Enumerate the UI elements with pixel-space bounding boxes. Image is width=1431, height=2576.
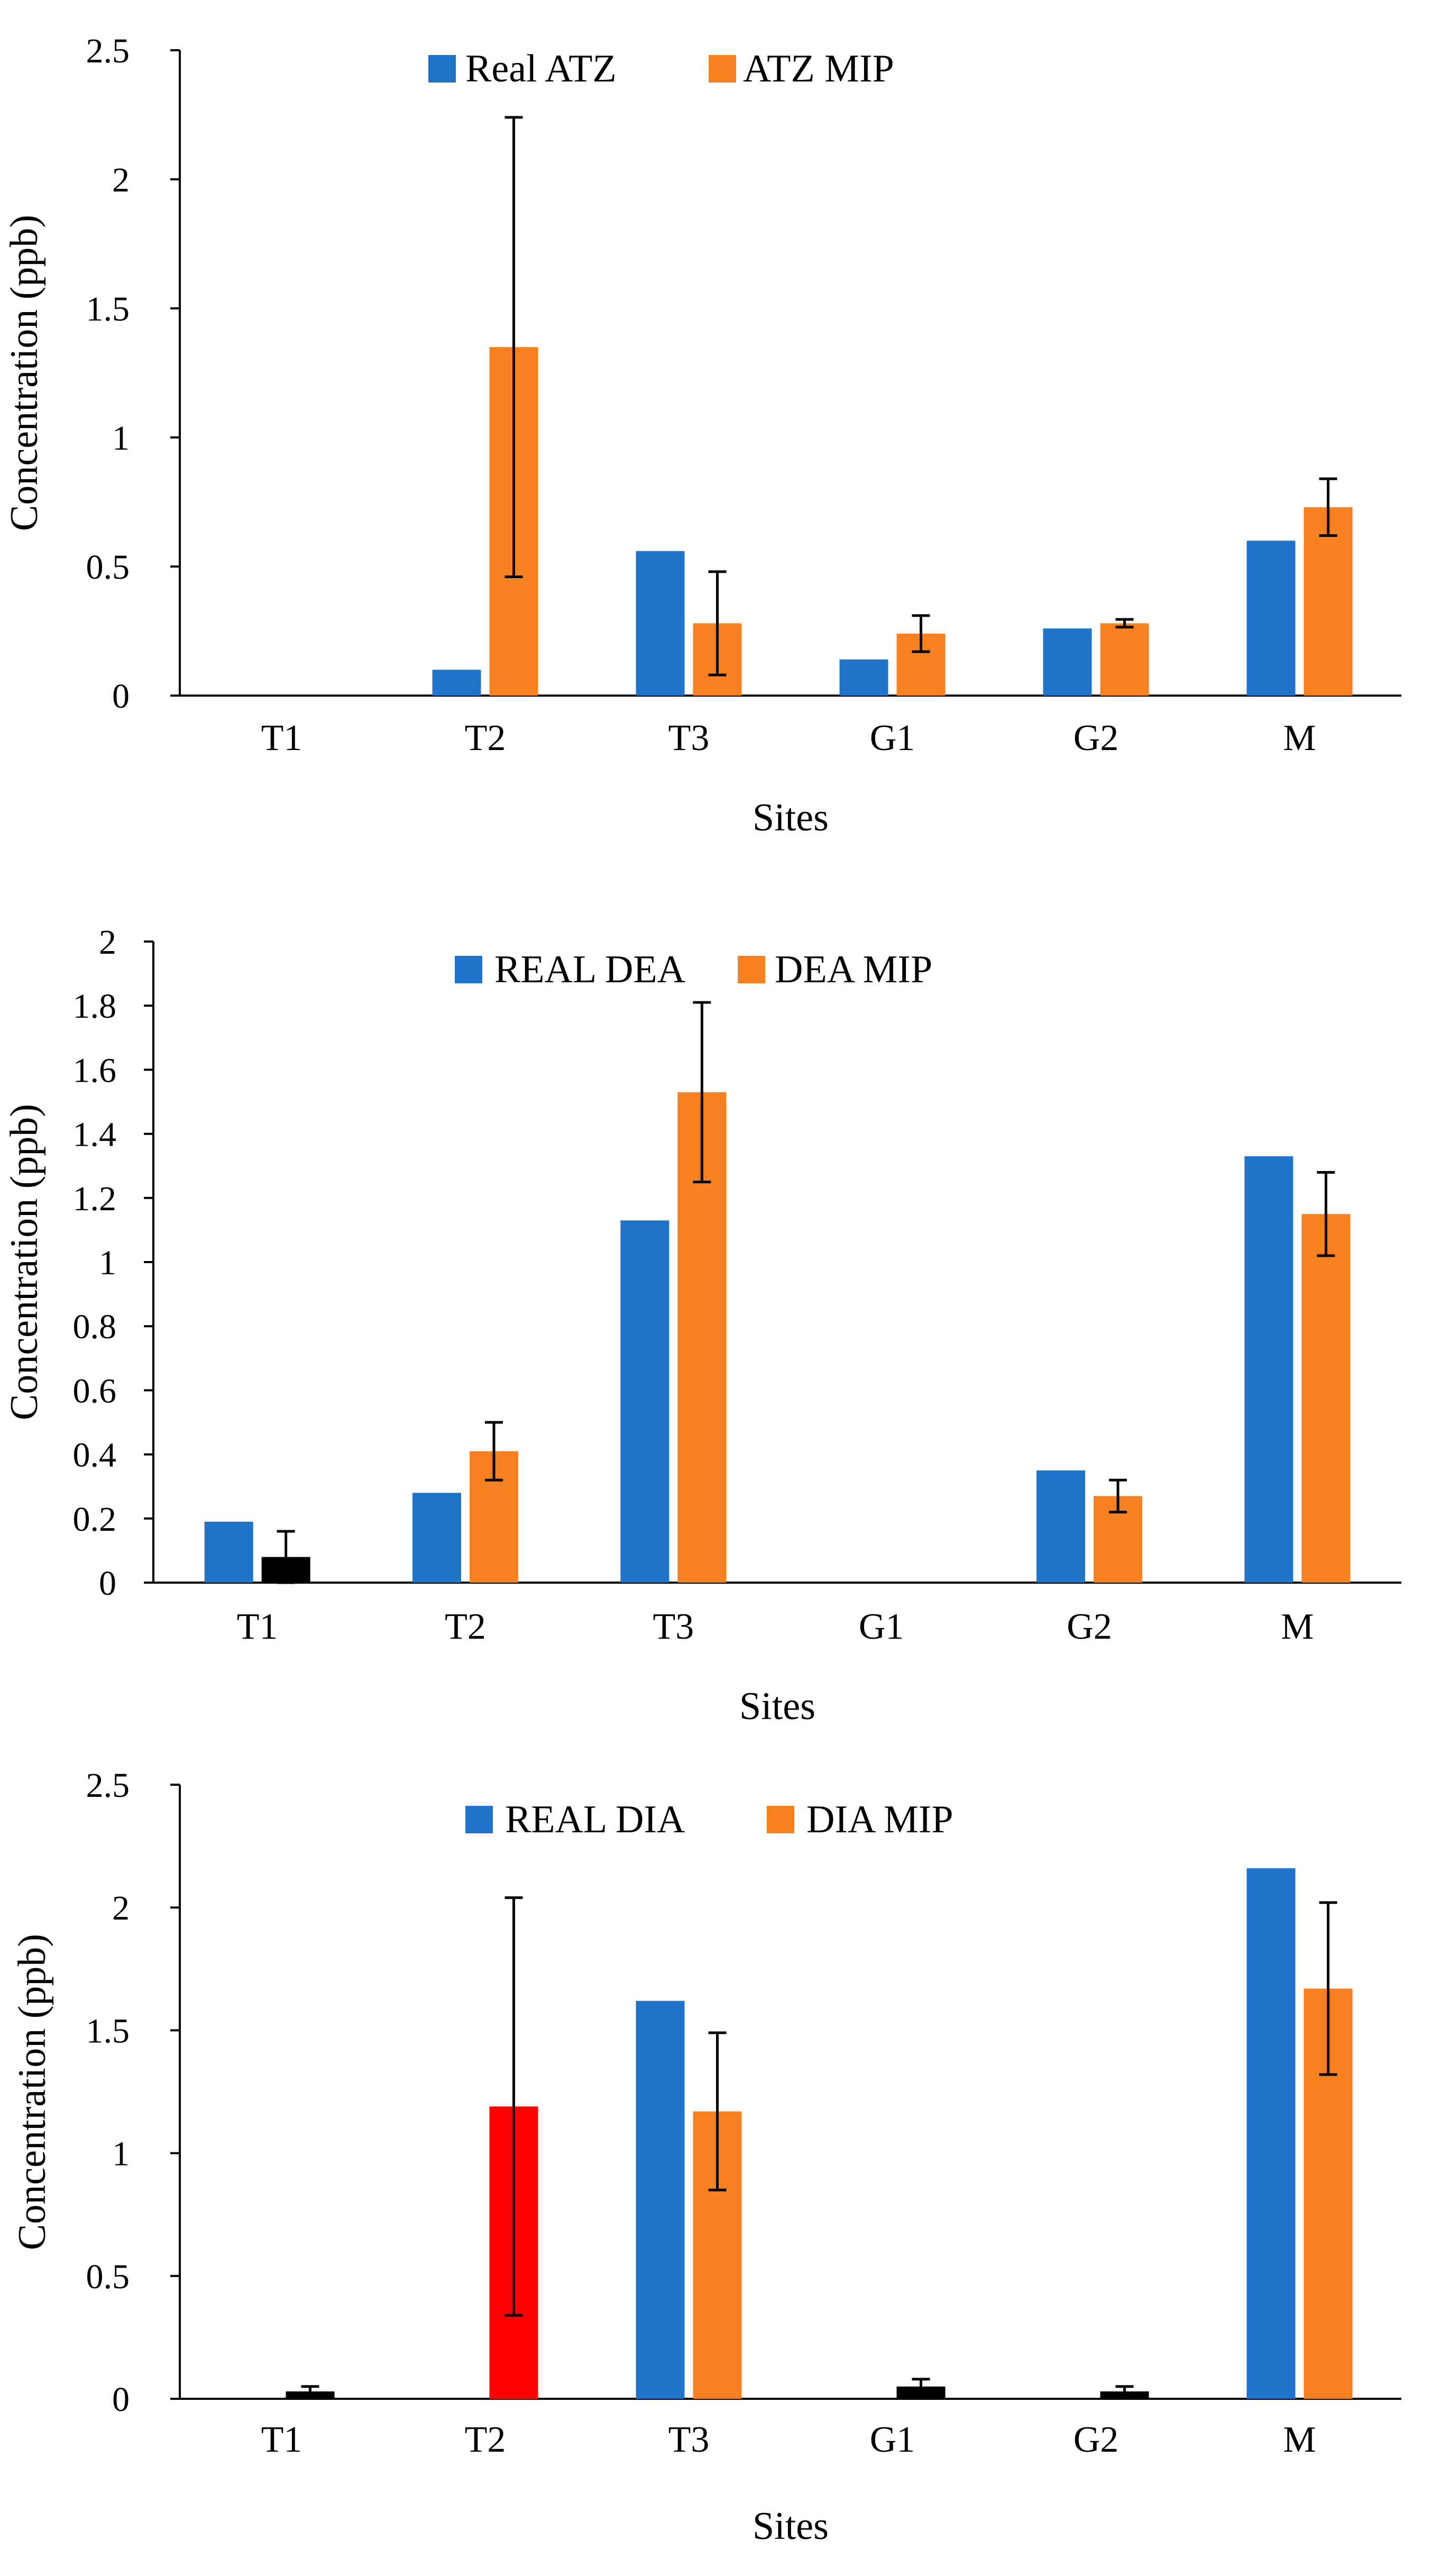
legend-label: Real ATZ [465,47,617,90]
y-tick-label: 0.5 [86,548,130,587]
bar [839,659,888,696]
x-tick-label: T3 [668,2419,710,2460]
y-tick-label: 2.5 [86,1766,130,1805]
y-tick-label: 0.6 [73,1372,117,1410]
y-tick-label: 0.4 [73,1436,117,1475]
bar [1301,1214,1351,1583]
x-axis-title: Sites [753,796,829,839]
x-tick-label: G1 [870,718,915,759]
legend-swatch [709,55,736,83]
x-tick-label: T1 [237,1606,278,1647]
legend-swatch [465,1806,493,1833]
y-tick-label: 0.2 [73,1500,117,1539]
bar [412,1493,461,1583]
x-tick-label: T2 [465,2419,506,2460]
x-tick-label: G2 [1074,718,1119,759]
y-tick-label: 0.5 [86,2258,130,2296]
bar [432,670,481,696]
legend-swatch [428,55,456,83]
y-tick-label: 2.5 [86,32,130,70]
chart-3: 0 0.5 1 1.5 2 2.5 T1 T2 T3 G1 G2 M Sites Concentratio… [11,1766,1401,2548]
x-tick-label: G1 [859,1606,904,1647]
series-1 [636,1868,1296,2399]
legend-label: DEA MIP [775,948,932,991]
legend-swatch [767,1806,794,1833]
bar [636,2000,685,2399]
legend: REAL DIA DIA MIP [465,1798,953,1841]
legend-label: DIA MIP [806,1798,953,1841]
y-tick-label: 1.5 [86,290,130,328]
y-tick-label: 2 [112,1889,130,1928]
series-2 [261,1001,1351,1584]
y-tick-label: 1.4 [73,1116,117,1154]
x-tick-label: M [1283,2419,1316,2460]
y-tick-label: 1 [112,419,130,458]
bar [204,1521,253,1583]
x-tick-label: T1 [261,718,302,759]
y-axis-title: Concentration (ppb) [3,1104,46,1420]
bar [620,1220,669,1583]
bar [1036,1470,1085,1583]
y-tick-label: 1.5 [86,2012,130,2050]
y-tick-label: 0 [112,677,130,716]
x-tick-label: T2 [465,718,506,759]
series-1 [432,541,1296,696]
y-tick-label: 0 [99,1564,116,1603]
y-tick-label: 1 [112,2135,130,2173]
x-axis-title: Sites [753,2505,829,2548]
y-axis-title: Concentration (ppb) [3,215,46,531]
y-tick-label: 0.8 [73,1308,117,1346]
legend-swatch [738,956,765,983]
bar [1244,1156,1294,1583]
y-tick-label: 2 [112,161,130,199]
y-axis-title: Concentration (ppb) [11,1934,54,2250]
x-tick-label: T2 [445,1606,486,1647]
y-tick-label: 1.8 [73,987,117,1026]
x-tick-label: G2 [1067,1606,1112,1647]
y-tick-label: 1.6 [73,1051,117,1090]
legend-label: REAL DIA [505,1798,685,1841]
bar [1043,628,1092,696]
y-tick-label: 0 [112,2380,130,2419]
x-tick-label: G2 [1074,2419,1119,2460]
y-tick-label: 2 [99,923,116,962]
y-tick-label: 1.2 [73,1180,117,1218]
x-tick-label: G1 [870,2419,915,2460]
bar [1246,1868,1296,2399]
x-axis-title: Sites [739,1685,815,1728]
bar [1304,507,1353,696]
y-tick-label: 1 [99,1244,116,1282]
x-tick-label: T3 [668,718,710,759]
series-2 [286,1896,1353,2399]
legend-label: REAL DEA [494,948,685,991]
bar [1246,541,1296,696]
legend-swatch [455,956,482,983]
legend: REAL DEA DEA MIP [455,948,932,991]
chart-1: 0 0.5 1 1.5 2 2.5 T1 T2 T3 G1 G2 M Sites Concentratio… [3,32,1401,839]
x-tick-label: T3 [653,1606,694,1647]
series-2 [489,116,1353,696]
bar [1100,623,1149,696]
legend: Real ATZ ATZ MIP [428,47,894,90]
legend-label: ATZ MIP [743,47,894,90]
chart-2: 0 0.2 0.4 0.6 0.8 1 1.2 1.4 1.6 1.8 2 T1 T2 T3 G1 G2 M Si… [3,923,1401,1728]
bar [636,551,685,696]
x-tick-label: M [1283,718,1316,759]
series-1 [204,1156,1294,1583]
x-tick-label: T1 [261,2419,302,2460]
x-tick-label: M [1281,1606,1314,1647]
